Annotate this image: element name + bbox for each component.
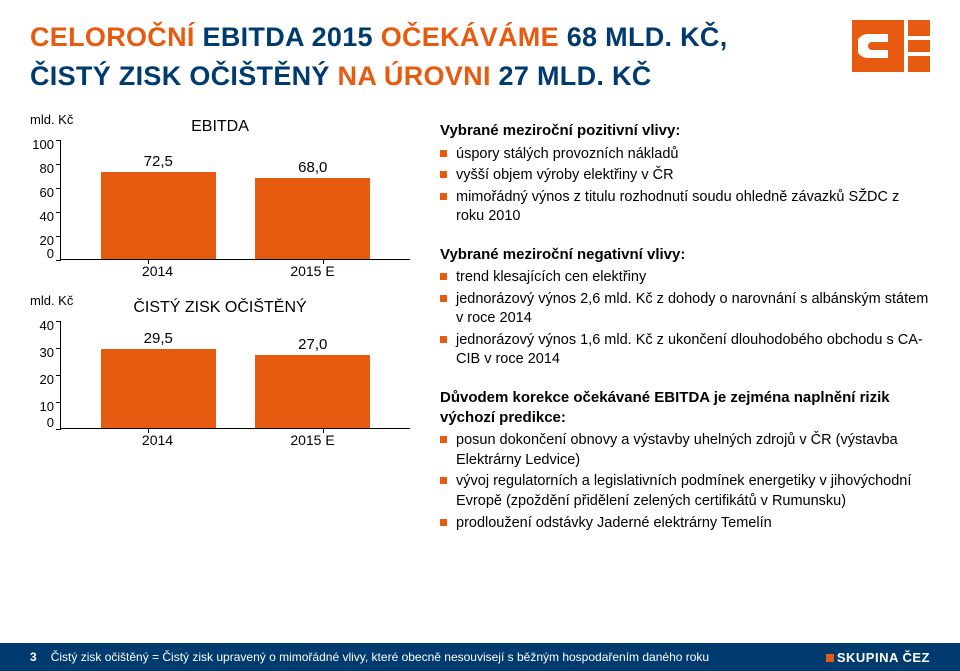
brand-text: SKUPINA ČEZ: [837, 650, 930, 665]
x-axis-labels: 2014 2015 E: [60, 260, 410, 279]
bar-group: 68,0: [253, 159, 373, 260]
bar-value-label: 68,0: [298, 159, 327, 176]
page-number: 3: [30, 650, 37, 664]
x-tick-label: 2015 E: [253, 263, 373, 279]
bar-value-label: 72,5: [144, 153, 173, 170]
list-item: vyšší objem výroby elektřiny v ČR: [440, 166, 930, 186]
list-item: mimořádný výnos z titulu rozhodnutí soud…: [440, 188, 930, 227]
netprofit-chart: mld. Kč ČISTÝ ZISK OČIŠTĚNÝ 403020100 29…: [30, 299, 410, 448]
footer-brand: SKUPINA ČEZ: [826, 650, 930, 665]
bar: [101, 172, 216, 259]
title-seg: ČISTÝ ZISK OČIŠTĚNÝ: [30, 61, 330, 91]
list-item: vývoj regulatorních a legislativních pod…: [440, 472, 930, 511]
y-tick-label: 30: [30, 348, 54, 375]
negative-list: trend klesajících cen elektřinyjednorázo…: [440, 268, 930, 370]
logo-mark-icon: [852, 20, 904, 72]
y-axis-unit: mld. Kč: [30, 293, 73, 308]
list-item: posun dokončení obnovy a výstavby uhelný…: [440, 431, 930, 470]
x-tick-label: 2015 E: [253, 432, 373, 448]
title-seg: OČEKÁVÁME: [373, 22, 567, 52]
y-tick-label: 20: [30, 375, 54, 402]
bar: [101, 349, 216, 429]
list-item: jednorázový výnos 2,6 mld. Kč z dohody o…: [440, 290, 930, 329]
positive-list: úspory stálých provozních nákladůvyšší o…: [440, 145, 930, 227]
x-axis-labels: 2014 2015 E: [60, 429, 410, 448]
x-tick-label: 2014: [98, 432, 218, 448]
cez-logo: [852, 20, 930, 72]
bar-value-label: 29,5: [144, 330, 173, 347]
title-seg: NA ÚROVNI: [330, 61, 499, 91]
bar: [255, 178, 370, 260]
brand-square-icon: [826, 654, 834, 662]
charts-column: mld. Kč EBITDA 100806040200 72,5 68,0 201…: [30, 118, 410, 551]
title-seg: CELOROČNÍ: [30, 22, 203, 52]
x-tick-label: 2014: [98, 263, 218, 279]
header: CELOROČNÍ EBITDA 2015 OČEKÁVÁME 68 MLD. …: [30, 18, 930, 96]
title-seg: 27 MLD. KČ: [499, 61, 652, 91]
title-seg: EBITDA 2015: [203, 22, 373, 52]
logo-bars-icon: [908, 20, 930, 72]
correction-list: posun dokončení obnovy a výstavby uhelný…: [440, 431, 930, 533]
bar-group: 29,5: [98, 330, 218, 429]
list-item: jednorázový výnos 1,6 mld. Kč z ukončení…: [440, 331, 930, 370]
bar: [255, 355, 370, 428]
bar-value-label: 27,0: [298, 336, 327, 353]
title-seg: 68 MLD. KČ,: [567, 22, 728, 52]
chart-title: ČISTÝ ZISK OČIŠTĚNÝ: [30, 299, 410, 317]
y-axis-unit: mld. Kč: [30, 112, 73, 127]
list-item: trend klesajících cen elektřiny: [440, 268, 930, 288]
plot-area: 29,5 27,0: [60, 321, 410, 429]
footnote: Čistý zisk očištěný = Čistý zisk upraven…: [51, 650, 826, 664]
list-item: prodloužení odstávky Jaderné elektrárny …: [440, 514, 930, 534]
page-title: CELOROČNÍ EBITDA 2015 OČEKÁVÁME 68 MLD. …: [30, 18, 728, 96]
negative-heading: Vybrané meziroční negativní vlivy:: [440, 245, 930, 265]
ebitda-chart: mld. Kč EBITDA 100806040200 72,568,0 201…: [30, 118, 410, 279]
positive-heading: Vybrané meziroční pozitivní vlivy:: [440, 121, 930, 141]
y-tick-label: 40: [30, 321, 54, 348]
bar-group: 72,5: [98, 153, 218, 259]
footer: 3 Čistý zisk očištěný = Čistý zisk uprav…: [0, 643, 960, 671]
text-column: Vybrané meziroční pozitivní vlivy: úspor…: [440, 118, 930, 551]
bar-group: 27,0: [253, 336, 373, 428]
plot-area: 72,5 68,0: [60, 140, 410, 260]
y-axis: 100806040200: [30, 140, 60, 260]
list-item: úspory stálých provozních nákladů: [440, 145, 930, 165]
correction-heading: Důvodem korekce očekávané EBITDA je zejm…: [440, 388, 930, 429]
chart-title: EBITDA: [30, 118, 410, 136]
